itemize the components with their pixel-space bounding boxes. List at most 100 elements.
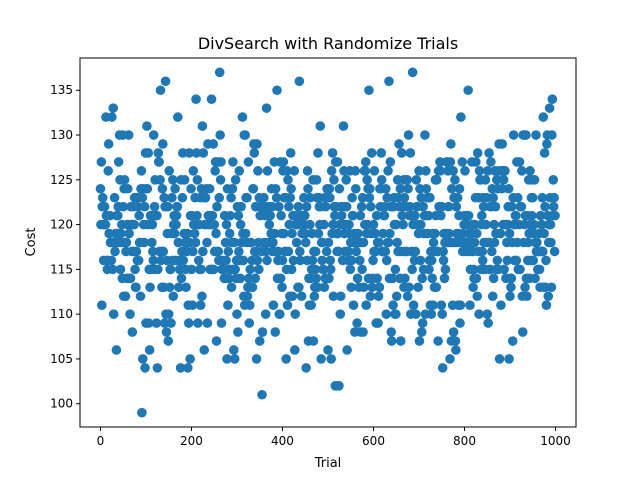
data-point [121, 237, 132, 248]
data-point [238, 255, 249, 266]
data-point [448, 166, 458, 176]
x-axis-label: Trial [314, 456, 342, 471]
data-point [211, 336, 222, 346]
data-point [129, 219, 139, 230]
data-point [488, 273, 499, 284]
chart-title: DivSearch with Randomize Trials [198, 34, 458, 53]
data-point [360, 157, 371, 167]
data-point [240, 130, 250, 140]
data-point [506, 282, 516, 293]
data-point [474, 166, 485, 176]
data-point [396, 148, 407, 158]
data-point [302, 166, 313, 176]
data-point [170, 183, 180, 194]
data-point [543, 291, 554, 302]
data-point [405, 148, 416, 158]
data-point [144, 345, 155, 355]
data-point [341, 201, 352, 212]
data-point [328, 291, 339, 302]
data-point [272, 85, 282, 96]
data-point [133, 255, 144, 266]
data-point [486, 157, 496, 167]
data-point [131, 246, 142, 257]
data-point [407, 67, 418, 78]
data-point [296, 291, 307, 302]
data-point [110, 246, 120, 257]
data-point [436, 210, 446, 221]
data-point [471, 273, 482, 284]
data-point [374, 237, 384, 248]
data-point [506, 273, 517, 284]
data-point [139, 201, 150, 212]
data-point [403, 130, 414, 140]
data-point [199, 345, 210, 355]
data-point [188, 166, 199, 176]
data-point [413, 282, 423, 293]
data-point [251, 354, 262, 364]
data-point [407, 264, 417, 275]
data-point [148, 130, 159, 140]
data-point [108, 103, 119, 113]
data-point [334, 381, 344, 391]
data-point [431, 282, 442, 293]
data-point [446, 139, 456, 149]
data-point [348, 300, 359, 310]
data-point [135, 291, 146, 302]
data-point [489, 219, 499, 230]
data-point [167, 192, 177, 203]
data-point [244, 300, 255, 310]
data-point [492, 175, 502, 185]
data-point [421, 183, 432, 194]
data-point [206, 94, 217, 104]
data-point [236, 201, 246, 212]
data-point [542, 139, 552, 149]
data-point [342, 345, 352, 355]
data-point [173, 237, 184, 248]
data-point [520, 282, 530, 293]
data-point [439, 273, 450, 284]
data-point [326, 166, 337, 176]
data-point [522, 291, 532, 302]
data-point [198, 246, 208, 257]
y-axis-label: Cost [24, 228, 39, 257]
data-point [191, 148, 202, 158]
data-point [289, 345, 300, 355]
data-point [368, 255, 378, 266]
data-point [214, 67, 225, 78]
data-point [431, 175, 442, 185]
data-point [402, 175, 412, 185]
data-point [411, 175, 422, 185]
data-point [398, 219, 408, 230]
data-point [365, 201, 376, 212]
data-point [352, 273, 363, 284]
data-point [472, 228, 482, 239]
data-point [457, 157, 468, 167]
data-point [169, 228, 180, 239]
data-point [465, 300, 475, 310]
data-point [97, 192, 108, 203]
data-point [97, 300, 107, 310]
data-point [373, 318, 383, 328]
data-point [109, 192, 120, 203]
data-point [326, 354, 336, 364]
data-point [345, 264, 356, 275]
data-point [421, 166, 431, 176]
data-point [469, 237, 480, 248]
data-point [207, 210, 218, 221]
y-axis-ticks: 100 105 110 115 120 125 130 135 [50, 83, 80, 411]
data-point [529, 219, 539, 230]
data-point [325, 264, 336, 275]
data-point [468, 282, 478, 293]
y-tick-label: 110 [50, 307, 73, 321]
data-point [119, 175, 130, 185]
data-point [511, 210, 521, 221]
data-point [391, 291, 402, 302]
data-point [503, 183, 514, 194]
y-tick-label: 120 [50, 218, 73, 232]
y-tick-label: 100 [50, 397, 73, 411]
data-point [417, 273, 427, 284]
data-point [257, 389, 267, 400]
data-point [178, 255, 189, 266]
data-point [215, 130, 225, 140]
data-point [290, 309, 301, 319]
